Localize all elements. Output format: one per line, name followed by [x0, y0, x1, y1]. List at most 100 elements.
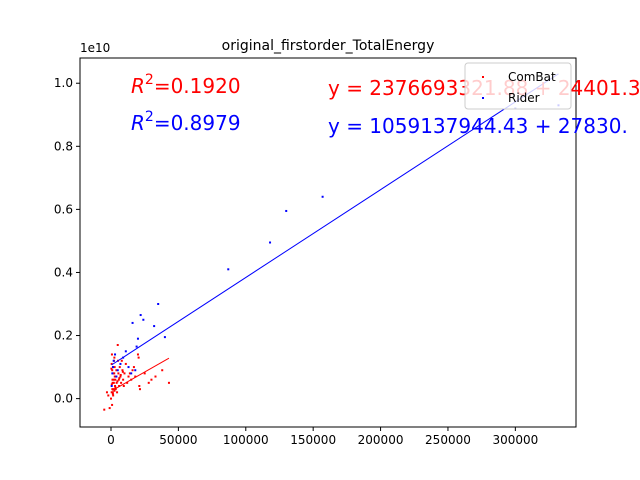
r-squared-label: R2=0.8979 [131, 109, 241, 135]
data-point [114, 353, 117, 356]
data-point [128, 372, 131, 375]
data-point [119, 373, 122, 376]
data-point [118, 366, 121, 369]
data-point [227, 268, 230, 271]
data-point [118, 385, 121, 387]
data-point [111, 372, 114, 375]
data-point [134, 369, 137, 372]
x-tick-label: 200000 [358, 433, 404, 447]
y-tick-label: 0.4 [54, 265, 73, 279]
data-point [112, 381, 115, 384]
data-point [115, 369, 118, 372]
data-point [110, 353, 113, 356]
y-tick-label: 1.0 [54, 76, 73, 90]
data-point [122, 378, 125, 381]
data-point [124, 362, 127, 365]
x-tick-label: 250000 [425, 433, 471, 447]
data-point [321, 195, 324, 198]
x-tick-label: 100000 [223, 433, 269, 447]
equation-label: y = 1059137944.43 + 27830. [328, 114, 628, 138]
data-point [110, 391, 113, 394]
data-point [119, 362, 122, 365]
y-axis-multiplier: 1e10 [80, 41, 110, 55]
data-point [127, 375, 130, 378]
x-tick-label: 50000 [159, 433, 197, 447]
data-point [123, 372, 126, 375]
data-point [116, 344, 119, 346]
data-point [110, 397, 112, 400]
x-tick-label: 300000 [492, 433, 538, 447]
data-point [116, 380, 119, 383]
data-point [114, 388, 117, 391]
data-point [113, 366, 116, 369]
data-point [127, 366, 130, 369]
data-point [117, 378, 120, 381]
data-point [126, 381, 129, 384]
y-tick-label: 0.8 [54, 139, 73, 153]
data-point [139, 314, 142, 317]
data-point [114, 385, 117, 387]
fit-line [112, 357, 170, 391]
data-point [163, 336, 166, 339]
data-point [136, 337, 139, 340]
data-point [118, 377, 121, 380]
r-squared-label: R2=0.1920 [131, 72, 241, 98]
data-point [150, 378, 153, 381]
data-point [122, 385, 125, 387]
data-point [113, 389, 116, 392]
data-point [119, 375, 122, 378]
data-point [134, 375, 137, 378]
data-point [269, 241, 272, 244]
data-point [120, 381, 123, 384]
fit-line [111, 73, 559, 366]
legend-box [464, 62, 572, 110]
data-point [111, 388, 114, 391]
data-point [121, 370, 124, 373]
legend-label: ComBat [508, 70, 556, 84]
chart-title: original_firstorder_TotalEnergy [222, 38, 435, 54]
data-point [130, 372, 133, 375]
data-point [111, 403, 114, 406]
x-tick-label: 0 [107, 433, 115, 447]
data-point [124, 350, 127, 353]
data-point [116, 369, 119, 372]
data-point [154, 375, 157, 378]
x-tick-label: 150000 [290, 433, 336, 447]
plot-frame [79, 57, 577, 428]
data-point [110, 367, 113, 370]
data-point [138, 385, 141, 387]
data-point [111, 369, 114, 372]
data-point [153, 325, 156, 328]
data-point [115, 381, 118, 384]
data-point [161, 369, 164, 372]
data-point [112, 359, 115, 362]
data-point [120, 359, 123, 362]
data-point [142, 318, 145, 321]
data-point [103, 408, 106, 411]
data-point [157, 303, 160, 305]
data-point [137, 356, 140, 359]
data-point [112, 378, 115, 381]
y-tick-label: 0.0 [54, 392, 73, 406]
data-point [113, 356, 116, 359]
legend-label: Rider [508, 91, 540, 105]
data-point [143, 372, 146, 375]
data-point [136, 353, 139, 356]
data-point [138, 388, 141, 391]
data-point [111, 378, 114, 381]
data-point [114, 378, 117, 381]
data-point [111, 381, 114, 384]
data-point [113, 375, 116, 378]
data-point [110, 362, 113, 365]
data-point [131, 369, 134, 372]
data-point [131, 321, 134, 324]
y-tick-label: 0.6 [54, 202, 73, 216]
data-point [167, 381, 170, 384]
data-point [113, 372, 116, 375]
data-point [285, 209, 288, 212]
data-point [112, 366, 115, 369]
data-point [105, 391, 108, 394]
data-point [132, 366, 135, 369]
data-point [135, 345, 138, 348]
